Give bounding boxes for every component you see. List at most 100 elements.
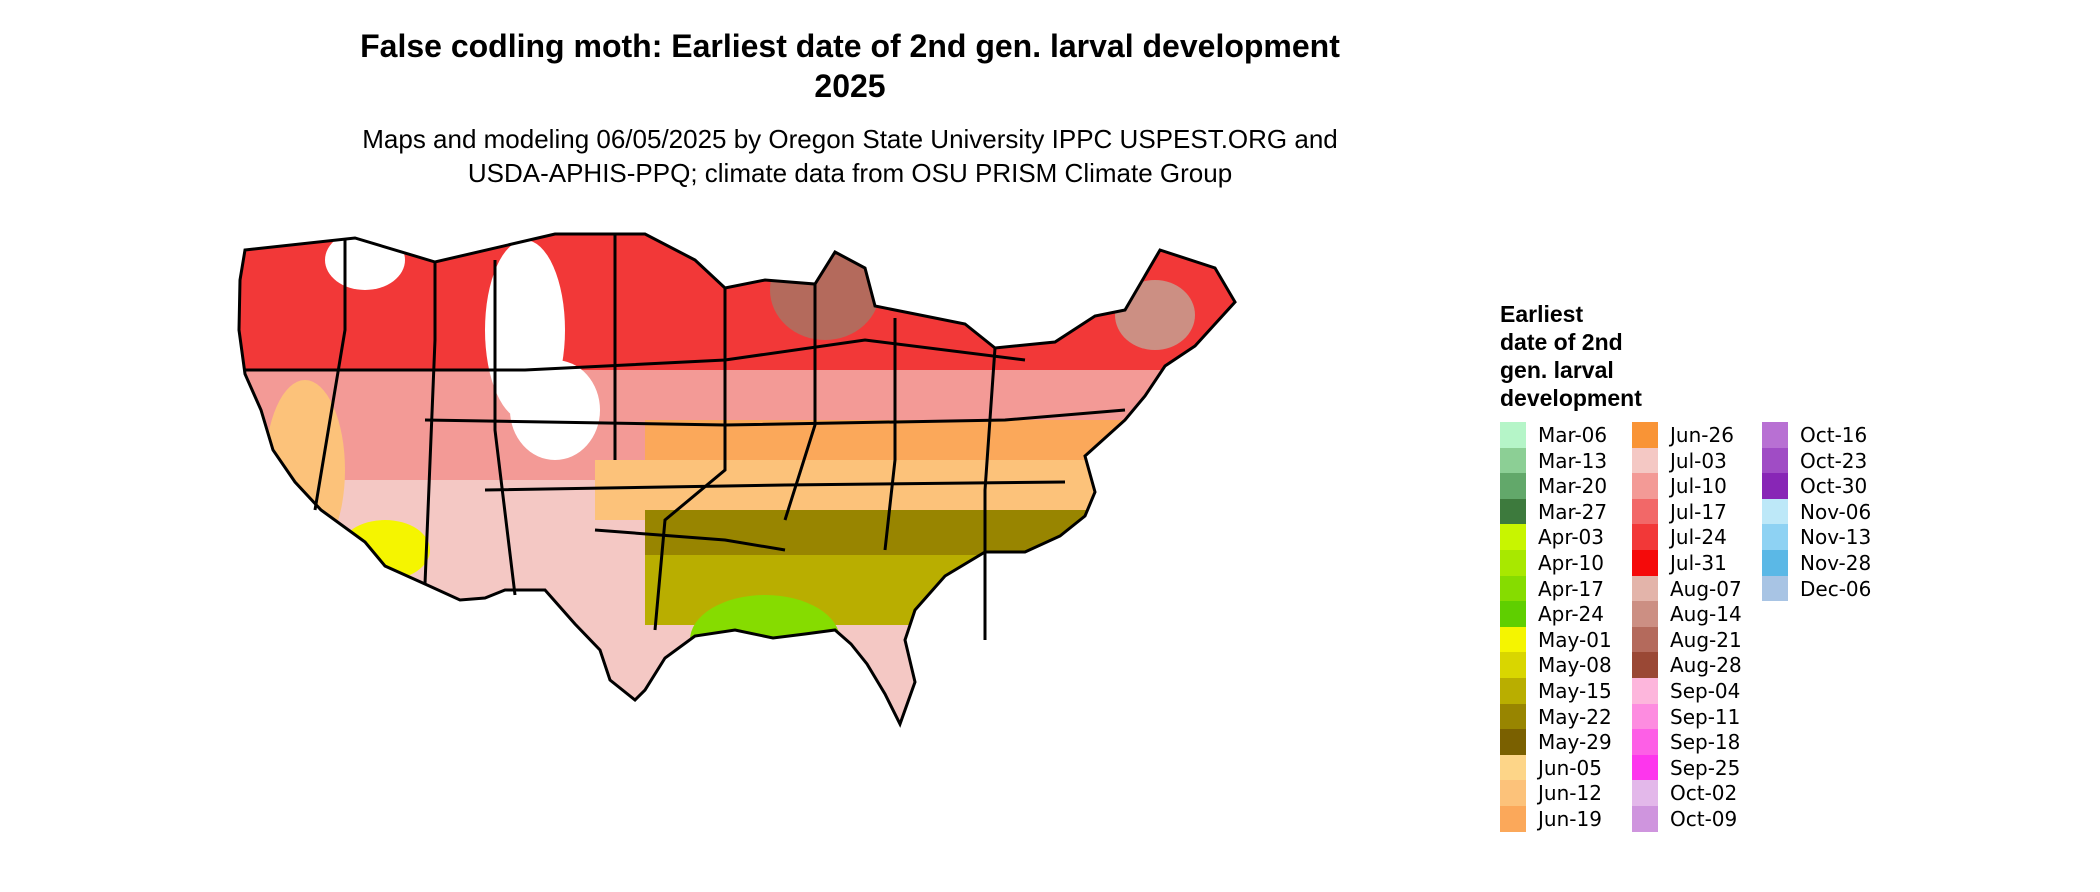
legend-label: Mar-13 xyxy=(1538,448,1608,473)
legend-swatch xyxy=(1500,575,1526,602)
legend-label: Aug-28 xyxy=(1670,653,1742,678)
legend-label: Apr-24 xyxy=(1538,602,1604,627)
legend-item: Mar-27 xyxy=(1500,498,1630,525)
legend-item: Mar-13 xyxy=(1500,447,1630,474)
legend-column: Jun-26 Jul-03 Jul-10 Jul-17 Jul-24 Jul-31 Aug-… xyxy=(1632,422,1762,832)
legend-label: Jun-12 xyxy=(1538,781,1602,806)
legend-swatch xyxy=(1632,447,1658,474)
map-subtitle: Maps and modeling 06/05/2025 by Oregon S… xyxy=(300,122,1400,190)
legend-label: Oct-16 xyxy=(1800,423,1868,447)
legend-label: May-15 xyxy=(1538,678,1612,703)
legend-item: Apr-24 xyxy=(1500,601,1630,627)
legend-swatch xyxy=(1762,524,1788,550)
legend-swatch xyxy=(1762,575,1788,602)
legend-item: May-22 xyxy=(1500,703,1630,730)
legend-label: Apr-10 xyxy=(1538,550,1604,575)
legend-grid: Mar-06 Mar-13 Mar-20 Mar-27 Apr-03 Apr-10 Apr-… xyxy=(1500,422,1920,832)
legend-label: Oct-23 xyxy=(1800,448,1868,473)
legend-item: May-29 xyxy=(1500,729,1630,755)
legend-swatch xyxy=(1500,626,1526,653)
legend-item: Aug-28 xyxy=(1632,652,1762,678)
legend-item: Jun-05 xyxy=(1500,754,1630,781)
subtitle-line-1: Maps and modeling 06/05/2025 by Oregon S… xyxy=(362,124,1338,154)
legend-item: Jun-19 xyxy=(1500,805,1630,832)
legend-label: Oct-09 xyxy=(1670,806,1738,831)
legend-label: Apr-17 xyxy=(1538,576,1604,601)
region-florida xyxy=(1003,572,1067,708)
legend-item: Aug-07 xyxy=(1632,575,1762,602)
legend-label: Nov-06 xyxy=(1800,499,1872,524)
legend-label: Nov-28 xyxy=(1800,550,1872,575)
legend-item: Jul-10 xyxy=(1632,473,1762,499)
legend-column: Mar-06 Mar-13 Mar-20 Mar-27 Apr-03 Apr-10 Apr-… xyxy=(1500,422,1630,832)
state-boundaries xyxy=(237,232,1237,726)
legend-label: Oct-02 xyxy=(1670,781,1738,806)
region-new-england xyxy=(1115,280,1195,350)
legend-item: Oct-16 xyxy=(1762,422,1892,448)
legend-swatch xyxy=(1632,780,1658,806)
legend-label: Sep-25 xyxy=(1670,755,1741,780)
legend-item: Sep-11 xyxy=(1632,703,1762,730)
legend-label: Jun-05 xyxy=(1538,755,1602,780)
legend-swatch xyxy=(1632,601,1658,627)
legend-swatch xyxy=(1632,805,1658,832)
legend-item: Oct-30 xyxy=(1762,473,1892,499)
legend-label: May-01 xyxy=(1538,627,1612,652)
map-raster xyxy=(239,234,1235,724)
legend-swatch xyxy=(1632,498,1658,525)
legend-swatch xyxy=(1632,422,1658,448)
legend-item: Dec-06 xyxy=(1762,575,1892,602)
legend-swatch xyxy=(1500,729,1526,755)
legend-item: May-15 xyxy=(1500,677,1630,704)
map-legend: Earliest date of 2nd gen. larval develop… xyxy=(1500,300,1920,832)
legend-label: Jun-19 xyxy=(1538,806,1602,831)
legend-label: Nov-13 xyxy=(1800,525,1872,550)
legend-label: Jul-10 xyxy=(1670,474,1727,499)
legend-swatch xyxy=(1632,524,1658,550)
legend-swatch xyxy=(1762,498,1788,525)
legend-label: Oct-30 xyxy=(1800,474,1868,499)
legend-label: Aug-14 xyxy=(1670,602,1742,627)
legend-item: Oct-09 xyxy=(1632,805,1762,832)
legend-item: Oct-02 xyxy=(1632,780,1762,806)
legend-label: Jul-24 xyxy=(1670,525,1727,550)
legend-item: Nov-13 xyxy=(1762,524,1892,550)
legend-swatch xyxy=(1500,447,1526,474)
region-northwoods xyxy=(770,240,880,340)
title-line-1: False codling moth: Earliest date of 2nd… xyxy=(360,28,1340,64)
legend-item: Nov-28 xyxy=(1762,549,1892,576)
legend-item: Jul-03 xyxy=(1632,447,1762,474)
legend-label: Sep-04 xyxy=(1670,678,1741,703)
legend-label: Dec-06 xyxy=(1800,576,1872,601)
legend-swatch xyxy=(1500,677,1526,704)
legend-label: Sep-18 xyxy=(1670,730,1741,755)
legend-title: Earliest date of 2nd gen. larval develop… xyxy=(1500,300,1720,412)
legend-swatch xyxy=(1632,626,1658,653)
legend-item: Jul-17 xyxy=(1632,498,1762,525)
legend-swatch xyxy=(1632,754,1658,781)
legend-item: May-01 xyxy=(1500,626,1630,653)
legend-label: Aug-21 xyxy=(1670,627,1742,652)
legend-swatch xyxy=(1762,549,1788,576)
legend-item: Mar-20 xyxy=(1500,473,1630,499)
legend-label: May-08 xyxy=(1538,653,1612,678)
legend-swatch xyxy=(1632,677,1658,704)
legend-item: Sep-18 xyxy=(1632,729,1762,755)
legend-swatch xyxy=(1500,473,1526,499)
legend-swatch xyxy=(1500,549,1526,576)
legend-label: Apr-03 xyxy=(1538,525,1604,550)
legend-column: Oct-16 Oct-23 Oct-30 Nov-06 Nov-13 Nov-28 Dec-… xyxy=(1762,422,1892,602)
legend-swatch xyxy=(1762,447,1788,474)
legend-swatch xyxy=(1762,422,1788,448)
legend-item: May-08 xyxy=(1500,652,1630,678)
legend-swatch xyxy=(1632,549,1658,576)
title-line-2: 2025 xyxy=(814,68,886,104)
legend-swatch xyxy=(1500,524,1526,550)
region-colorado-snow xyxy=(510,360,600,460)
legend-swatch xyxy=(1500,498,1526,525)
legend-swatch xyxy=(1500,805,1526,832)
legend-swatch xyxy=(1500,703,1526,730)
map-title: False codling moth: Earliest date of 2nd… xyxy=(300,26,1400,106)
legend-label: Mar-27 xyxy=(1538,499,1608,524)
legend-title-line: Earliest xyxy=(1500,301,1584,327)
